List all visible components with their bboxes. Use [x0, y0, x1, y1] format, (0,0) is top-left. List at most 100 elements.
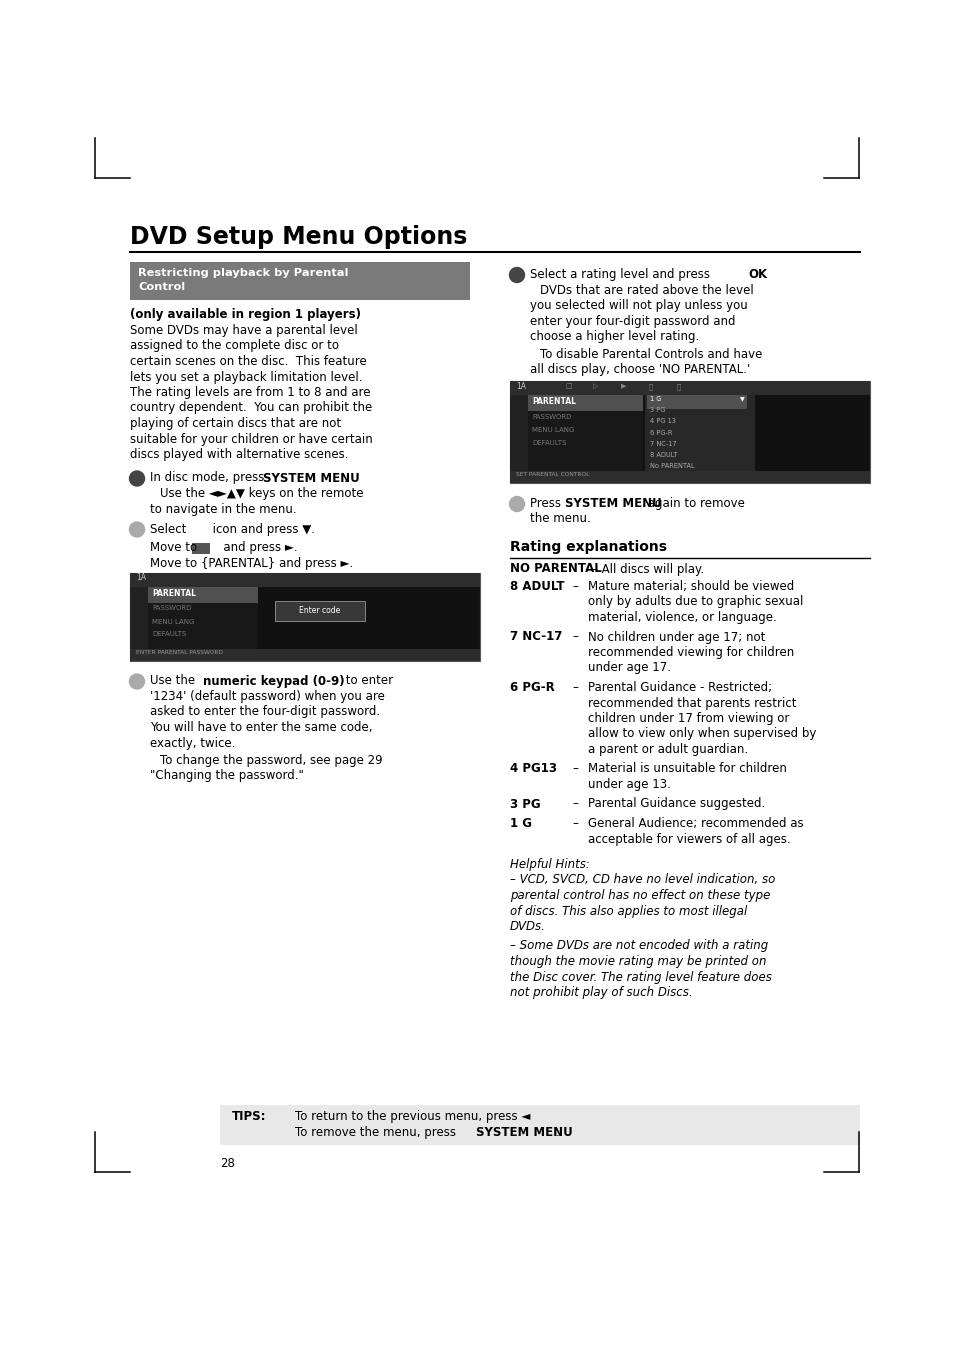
Text: 3 PG: 3 PG — [510, 797, 540, 811]
Text: 8 ADULT: 8 ADULT — [510, 580, 564, 593]
Text: DEFAULTS: DEFAULTS — [152, 631, 186, 638]
Text: 8 ADULT: 8 ADULT — [649, 453, 677, 458]
Text: –: – — [572, 631, 578, 643]
Text: Use the ◄►▲▼ keys on the remote: Use the ◄►▲▼ keys on the remote — [160, 486, 363, 500]
Text: suitable for your children or have certain: suitable for your children or have certa… — [130, 432, 373, 446]
Text: – Some DVDs are not encoded with a rating: – Some DVDs are not encoded with a ratin… — [510, 939, 767, 952]
Text: you selected will not play unless you: you selected will not play unless you — [530, 299, 747, 312]
Text: Rating explanations: Rating explanations — [510, 540, 666, 554]
Text: under age 17.: under age 17. — [587, 662, 670, 674]
Text: material, violence, or language.: material, violence, or language. — [587, 611, 776, 624]
Bar — [220, 1105, 859, 1146]
Text: all discs play, choose 'NO PARENTAL.': all discs play, choose 'NO PARENTAL.' — [530, 363, 749, 376]
Text: enter your four-digit password and: enter your four-digit password and — [530, 315, 735, 327]
Text: again to remove: again to remove — [643, 497, 744, 509]
Text: (only available in region 1 players): (only available in region 1 players) — [130, 308, 360, 322]
Text: DVD Setup Menu Options: DVD Setup Menu Options — [130, 226, 467, 249]
Text: .: . — [556, 1125, 559, 1139]
Text: playing of certain discs that are not: playing of certain discs that are not — [130, 417, 341, 430]
Text: PARENTAL: PARENTAL — [152, 589, 195, 597]
Bar — [510, 394, 527, 471]
Text: DEFAULTS: DEFAULTS — [532, 440, 566, 446]
Text: PARENTAL: PARENTAL — [532, 397, 576, 407]
Text: SYSTEM MENU: SYSTEM MENU — [263, 471, 359, 485]
Bar — [148, 586, 257, 648]
Text: ▶: ▶ — [620, 382, 626, 389]
Text: recommended viewing for children: recommended viewing for children — [587, 646, 794, 659]
Text: Some DVDs may have a parental level: Some DVDs may have a parental level — [130, 324, 357, 336]
Text: a parent or adult guardian.: a parent or adult guardian. — [587, 743, 747, 757]
Text: 5: 5 — [514, 500, 519, 508]
Text: General Audience; recommended as: General Audience; recommended as — [587, 817, 802, 830]
Bar — [192, 543, 210, 554]
Text: 1A: 1A — [516, 382, 525, 390]
Text: TIPS:: TIPS: — [232, 1111, 266, 1123]
Text: the menu.: the menu. — [530, 512, 590, 526]
Text: –: – — [572, 762, 578, 775]
Text: No PARENTAL: No PARENTAL — [649, 463, 694, 469]
Text: recommended that parents restrict: recommended that parents restrict — [587, 697, 796, 709]
Text: only by adults due to graphic sexual: only by adults due to graphic sexual — [587, 596, 802, 608]
Bar — [644, 394, 754, 471]
Text: Select a rating level and press: Select a rating level and press — [530, 267, 713, 281]
Text: 3 PG: 3 PG — [649, 407, 664, 413]
Text: 2: 2 — [134, 526, 140, 534]
Text: acceptable for viewers of all ages.: acceptable for viewers of all ages. — [587, 832, 790, 846]
Text: ⏮: ⏮ — [648, 382, 653, 389]
Text: The rating levels are from 1 to 8 and are: The rating levels are from 1 to 8 and ar… — [130, 386, 370, 399]
Text: – VCD, SVCD, CD have no level indication, so: – VCD, SVCD, CD have no level indication… — [510, 874, 775, 886]
Text: .: . — [344, 471, 348, 485]
Text: allow to view only when supervised by: allow to view only when supervised by — [587, 727, 816, 740]
Bar — [130, 648, 479, 661]
Bar — [130, 573, 479, 661]
Text: .: . — [763, 267, 767, 281]
Text: MENU LANG: MENU LANG — [532, 427, 574, 434]
Text: To change the password, see page 29: To change the password, see page 29 — [160, 754, 382, 767]
Text: 6 PG-R: 6 PG-R — [510, 681, 554, 694]
Text: Enter code: Enter code — [299, 607, 340, 615]
Text: the Disc cover. The rating level feature does: the Disc cover. The rating level feature… — [510, 970, 771, 984]
Text: –: – — [572, 817, 578, 830]
Text: PASSWORD: PASSWORD — [532, 413, 571, 420]
Bar — [510, 471, 869, 484]
Text: To return to the previous menu, press ◄: To return to the previous menu, press ◄ — [294, 1111, 530, 1123]
Text: '1234' (default password) when you are: '1234' (default password) when you are — [150, 690, 384, 703]
Circle shape — [509, 497, 524, 512]
Text: PASSWORD: PASSWORD — [152, 605, 192, 612]
Text: Material is unsuitable for children: Material is unsuitable for children — [587, 762, 786, 775]
Text: Restricting playback by Parental: Restricting playback by Parental — [138, 267, 348, 278]
Text: In disc mode, press: In disc mode, press — [150, 471, 268, 485]
Text: 3: 3 — [134, 677, 140, 686]
Text: assigned to the complete disc or to: assigned to the complete disc or to — [130, 339, 338, 353]
Bar — [148, 586, 257, 603]
Text: 1 G: 1 G — [510, 817, 532, 830]
Circle shape — [130, 674, 144, 689]
Text: not prohibit play of such Discs.: not prohibit play of such Discs. — [510, 986, 692, 998]
Bar — [130, 573, 479, 586]
Text: SET PARENTAL CONTROL: SET PARENTAL CONTROL — [516, 471, 589, 477]
Text: □: □ — [564, 382, 571, 389]
Text: parental control has no effect on these type: parental control has no effect on these … — [510, 889, 770, 902]
Text: Use the: Use the — [150, 674, 198, 688]
Bar — [527, 394, 642, 471]
Text: numeric keypad (0-9): numeric keypad (0-9) — [203, 674, 344, 688]
Text: Parental Guidance - Restricted;: Parental Guidance - Restricted; — [587, 681, 771, 694]
Text: Move to {PARENTAL} and press ►.: Move to {PARENTAL} and press ►. — [150, 557, 353, 570]
Text: DVDs.: DVDs. — [510, 920, 545, 934]
Text: under age 13.: under age 13. — [587, 778, 670, 790]
Bar — [510, 381, 869, 394]
Text: 1 G: 1 G — [649, 396, 660, 403]
Text: Move to       and press ►.: Move to and press ►. — [150, 540, 297, 554]
Circle shape — [509, 267, 524, 282]
Text: 4 PG13: 4 PG13 — [510, 762, 557, 775]
Bar — [274, 600, 365, 620]
Text: lets you set a playback limitation level.: lets you set a playback limitation level… — [130, 370, 362, 384]
Text: discs played with alternative scenes.: discs played with alternative scenes. — [130, 449, 348, 461]
Text: Press: Press — [530, 497, 564, 509]
Text: though the movie rating may be printed on: though the movie rating may be printed o… — [510, 955, 765, 969]
Bar — [130, 262, 470, 300]
Text: country dependent.  You can prohibit the: country dependent. You can prohibit the — [130, 401, 372, 415]
Text: to enter: to enter — [341, 674, 393, 688]
Text: To disable Parental Controls and have: To disable Parental Controls and have — [539, 347, 761, 361]
Text: ENTER PARENTAL PASSWORD: ENTER PARENTAL PASSWORD — [136, 650, 223, 654]
